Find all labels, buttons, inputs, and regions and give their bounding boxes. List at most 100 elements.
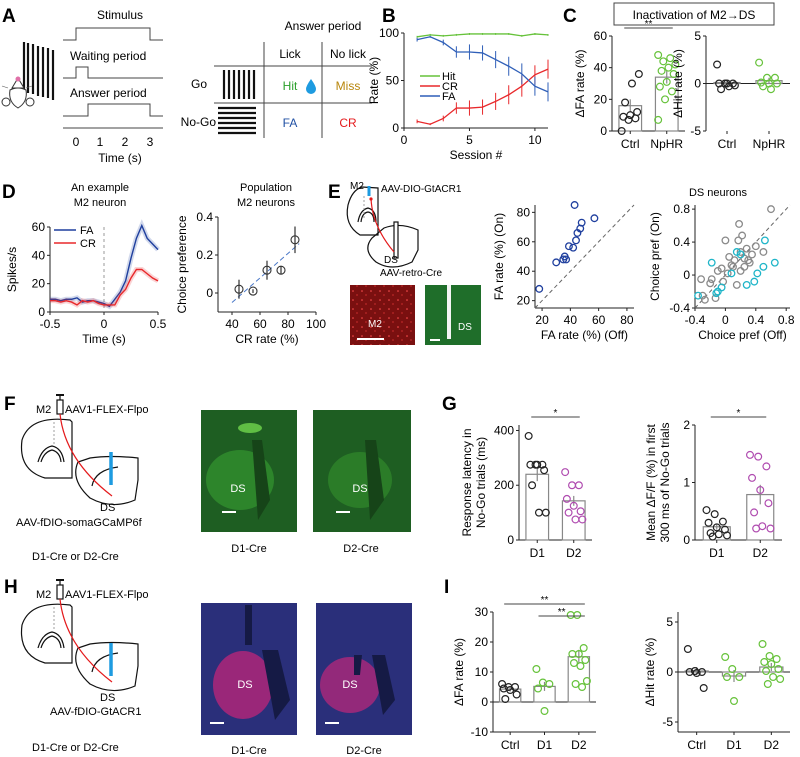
legend-label: FA [442,91,456,103]
data-point [756,485,765,494]
data-point-cyan [753,269,762,278]
schematic-ds-label: DS [384,255,398,266]
data-point [528,481,537,490]
y-tick-label: 60 [594,29,608,43]
panel-label-f: F [4,394,16,415]
x-tick-label: Ctrl [501,738,520,752]
x-tick-label: -0.5 [40,317,61,331]
panel-label-a: A [2,6,16,27]
x-tick-label: 60 [592,313,606,327]
y-tick-label: 400 [494,423,514,437]
y-tick-label: 5 [666,615,673,629]
panel-d-left-title: M2 neuron [74,197,127,209]
data-point [774,664,783,673]
data-point-gray [711,294,720,303]
data-point [666,54,675,63]
data-point-cyan [713,287,722,296]
x-tick-label: 0.8 [778,313,795,327]
data-point [767,659,776,668]
x-axis-label: Session # [450,148,503,162]
y-tick-label: 0 [206,286,213,300]
y-tick-label: 0 [694,77,701,91]
data-point [524,431,533,440]
data-point [654,115,663,124]
projection-arrow [59,598,113,683]
panel-label-c: C [563,6,577,27]
data-point-cyan [694,291,702,300]
histology-image-ds [425,285,481,345]
image-label-ds: DS [352,483,367,495]
data-point [276,265,286,275]
legend-label: CR [80,238,96,250]
image-label-ds: DS [458,322,472,333]
data-point [759,82,768,91]
data-point [621,98,630,107]
data-point [659,57,668,66]
data-point [498,679,507,688]
y-tick-label: 2 [683,418,690,432]
y-tick-label: 5 [694,29,701,43]
projection-arrow [59,413,113,497]
y-tick-label: 0 [600,124,607,138]
y-axis-label: Choice pref (On) [648,212,662,301]
table-title: Answer period [285,19,362,33]
data-point [752,524,761,533]
data-point-gray [751,242,760,251]
data-point-gray [748,250,756,259]
data-point [573,610,582,619]
data-point-gray [732,280,741,289]
schematic-virus-top: AAV1-FLEX-Flpo [65,404,149,416]
image-label-ds: DS [237,679,252,691]
y-tick-label: 0 [481,695,488,709]
data-point [758,639,767,648]
psth-line-cr [50,268,159,306]
data-point [746,450,755,459]
panel-label-g: G [442,394,457,415]
psth-line-fa [50,223,159,308]
data-point [766,524,775,533]
y-tick-label: 20 [594,92,608,106]
schematic-ds-label: DS [100,502,115,514]
time-tick: 0 [73,135,80,149]
data-point-gray [759,248,768,256]
data-point-gray [735,220,744,228]
data-point [541,508,550,517]
data-point [729,696,738,705]
data-point [713,60,722,69]
data-point [582,676,591,685]
data-point [757,78,766,87]
data-point [234,284,244,294]
panel-e: E M2 AAV-DIO-GtACR1 DS AAV-retro-Cre M2 … [328,181,795,345]
data-point [763,679,772,688]
panel-label-h: H [4,577,18,598]
x-tick-label: 40 [225,317,239,331]
data-point [574,649,583,658]
data-point [755,58,764,67]
x-tick-label: D2 [753,546,769,560]
image-caption-d1: D1-Cre [231,745,266,757]
y-tick-label: 60 [32,220,46,234]
data-point-points [535,284,544,293]
data-point [750,508,759,517]
data-point [655,82,664,91]
data-point [760,657,769,666]
data-point [627,79,636,88]
data-point [748,473,757,482]
schematic-virus-top: AAV1-FLEX-Flpo [65,589,149,601]
y-tick-label: 50 [386,74,400,88]
data-point [735,672,744,681]
data-point [702,506,711,515]
table-grid [214,42,372,138]
data-point-gray [698,291,707,300]
data-point [765,651,774,660]
y-tick-label: 30 [475,605,489,619]
data-point [764,499,773,508]
y-tick-label: -10 [471,725,489,739]
y-axis-label: ΔFA rate (%) [452,638,466,706]
data-point [730,81,739,90]
y-tick-label: 40 [517,264,531,278]
panel-c: C Inactivation of M2→DS 0 20 40 60 ΔFA rate … [563,2,790,151]
